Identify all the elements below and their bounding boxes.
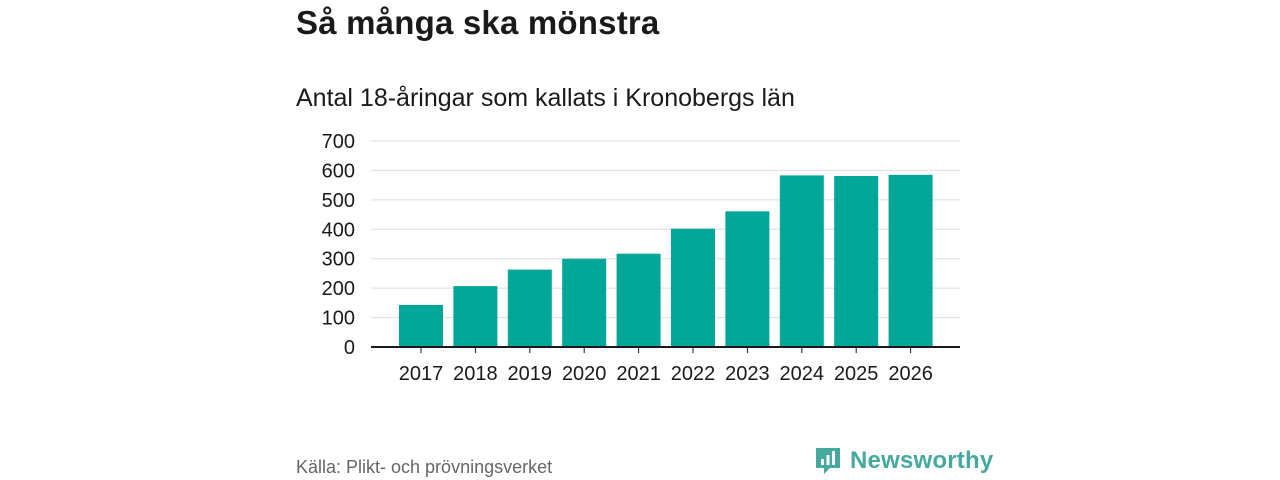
y-tick-label: 300	[322, 249, 355, 271]
bar-2019	[507, 269, 552, 347]
bar-2025	[834, 176, 879, 347]
x-tick-label: 2026	[888, 363, 933, 385]
x-tick-label: 2022	[671, 363, 716, 385]
x-tick-label: 2025	[834, 363, 879, 385]
x-tick-label: 2021	[616, 363, 661, 385]
y-axis-ticks: 0 100 200 300 400 500 600 700	[322, 131, 355, 359]
x-tick-label: 2017	[399, 363, 444, 385]
x-tick-label: 2018	[453, 363, 498, 385]
y-tick-label: 200	[322, 278, 355, 300]
bar-2024	[779, 175, 824, 347]
y-tick-label: 0	[344, 337, 355, 359]
chart-title: Så många ska mönstra	[296, 4, 660, 41]
y-tick-label: 500	[322, 190, 355, 212]
x-tick-label: 2020	[562, 363, 607, 385]
bars	[399, 174, 933, 347]
bar-2026	[888, 174, 933, 347]
y-tick-label: 400	[322, 219, 355, 241]
bar-2022	[671, 228, 715, 347]
bar-2023	[725, 211, 770, 347]
x-tick-label: 2023	[725, 363, 770, 385]
bar-2018	[453, 286, 498, 347]
source-note: Källa: Plikt- och prövningsverket	[296, 457, 553, 477]
y-tick-label: 700	[322, 131, 355, 153]
y-tick-label: 100	[322, 308, 355, 330]
x-axis-ticks: 2017 2018 2019 2020 2021 2022 2023 2024 2025 2026	[399, 347, 933, 385]
y-tick-label: 600	[322, 160, 355, 182]
brand-logo: Newsworthy	[814, 446, 993, 476]
bar-2020	[562, 258, 607, 347]
x-tick-label: 2019	[508, 363, 553, 385]
chart-subtitle: Antal 18-åringar som kallats i Kronoberg…	[296, 84, 795, 112]
brand-name: Newsworthy	[850, 447, 994, 474]
x-tick-label: 2024	[780, 363, 825, 385]
bar-2021	[616, 253, 661, 347]
bar-chart-logo-icon	[816, 448, 840, 474]
bar-2017	[399, 304, 443, 347]
